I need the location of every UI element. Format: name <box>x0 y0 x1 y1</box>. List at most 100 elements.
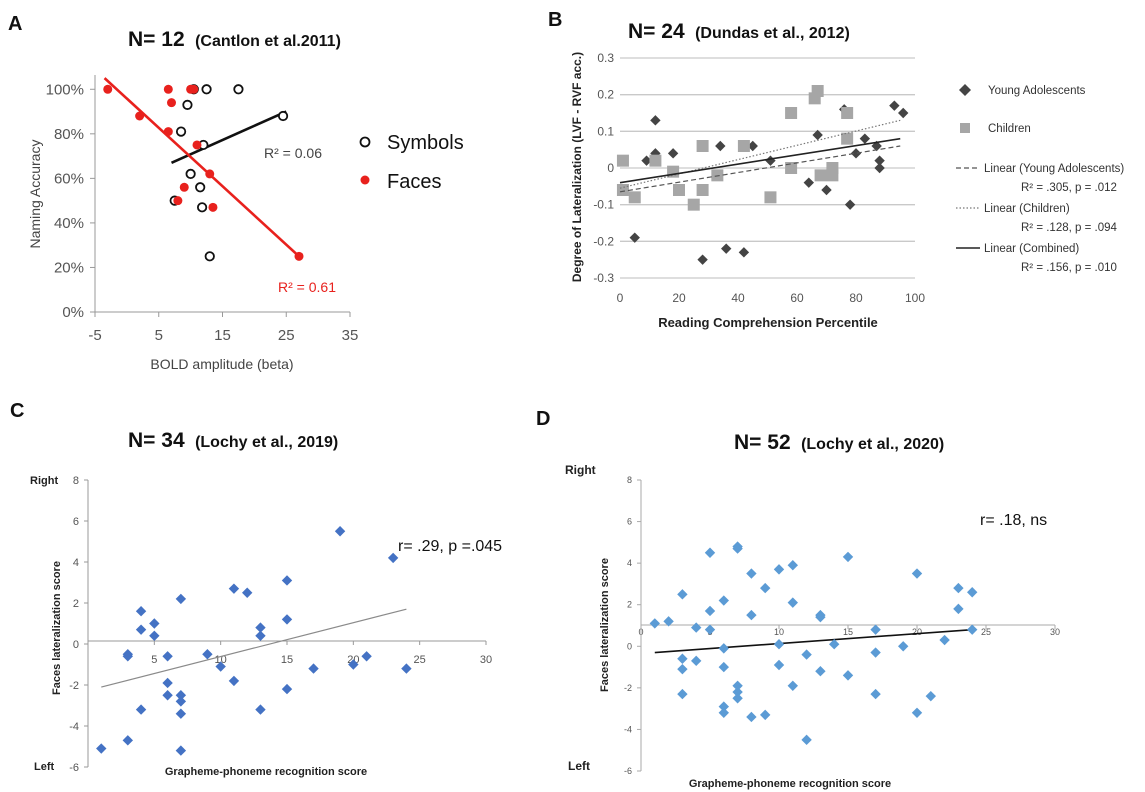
x-tick-label: 30 <box>480 654 492 666</box>
children-point <box>785 107 798 119</box>
linear-combined-trendline <box>619 137 901 184</box>
panel-a-title-cite: (Cantlon et al.2011) <box>195 33 341 50</box>
children-point <box>673 184 685 196</box>
panel-d-point <box>704 605 716 617</box>
panel-c-point <box>162 677 173 689</box>
children-point <box>696 140 709 152</box>
panel-c-point <box>281 575 293 586</box>
symbols-trendline <box>170 110 287 164</box>
y-tick-label: 6 <box>627 517 632 527</box>
young-adolescent-point <box>844 199 856 210</box>
panel-d-trendline <box>654 628 973 654</box>
panel-c-point <box>334 526 346 537</box>
symbols-point <box>197 202 208 213</box>
y-tick-label: -0.1 <box>593 198 614 212</box>
children-point <box>841 132 854 145</box>
panel-c-point <box>175 690 187 701</box>
panel-d-point <box>704 624 716 635</box>
legend-young-adolescents-marker <box>959 84 971 96</box>
children-point <box>764 191 777 204</box>
panel-d-right-label: Right <box>565 463 596 477</box>
children-point <box>811 85 824 97</box>
panel-c-ylabel: Faces lateralization score <box>51 561 63 695</box>
y-tick-label: 4 <box>73 557 79 569</box>
y-tick-label: 60% <box>54 170 84 187</box>
faces-point <box>103 84 113 94</box>
x-tick-label: 100 <box>905 291 925 305</box>
y-tick-label: 0.1 <box>597 124 614 138</box>
children-point <box>737 140 750 152</box>
legend-linear-young-label: Linear (Young Adolescents) <box>984 163 1124 175</box>
panel-b-title-n: N= 24 <box>628 20 685 43</box>
panel-d-point <box>939 634 950 646</box>
panel-c-point <box>122 735 133 746</box>
legend-linear-young-stats: R² = .305, p = .012 <box>1021 182 1117 194</box>
panel-d-point <box>829 639 840 650</box>
x-tick-label: 15 <box>281 654 293 666</box>
young-adolescent-point <box>859 133 871 144</box>
y-tick-label: 0 <box>73 639 79 651</box>
panel-d-point <box>842 670 854 681</box>
faces-point <box>173 196 183 206</box>
children-point <box>616 154 629 167</box>
x-tick-label: -5 <box>88 327 101 344</box>
panel-c-point <box>149 630 160 641</box>
y-tick-label: -4 <box>624 724 632 734</box>
panel-d-point <box>911 707 923 718</box>
panel-d-stat: r= .18, ns <box>980 512 1047 529</box>
panel-c-left-label: Left <box>34 761 55 773</box>
x-tick-label: 20 <box>672 291 686 305</box>
legend-faces-label: Faces <box>387 171 441 193</box>
y-tick-label: -0.3 <box>593 271 614 285</box>
faces-point <box>189 84 199 94</box>
young-adolescent-point <box>898 107 909 119</box>
y-tick-label: 2 <box>627 600 632 610</box>
young-adolescent-point <box>738 247 750 258</box>
panel-a-ylabel: Naming Accuracy <box>27 140 43 249</box>
legend-children-marker <box>960 123 970 133</box>
young-adolescent-point <box>821 184 832 196</box>
panel-a-symbols-r2: R² = 0.06 <box>264 145 322 161</box>
symbols-point <box>277 110 289 122</box>
faces-point <box>163 127 173 137</box>
panel-b-ylabel: Degree of Lateralization (LVF - RVF acc.… <box>570 52 584 282</box>
panel-b-chart: B N= 24 (Dundas et al., 2012) -0.3 -0.2 -0… <box>548 9 1124 330</box>
x-tick-label: 5 <box>151 654 157 666</box>
panel-d-point <box>953 603 964 615</box>
panel-b-title-cite: (Dundas et al., 2012) <box>695 25 850 42</box>
panel-c-point <box>228 583 240 594</box>
young-adolescent-point <box>721 243 732 254</box>
panel-label-c: C <box>10 400 24 422</box>
panel-a-faces-r2: R² = 0.61 <box>278 279 336 295</box>
panel-d-point <box>967 624 978 635</box>
panel-d-point <box>870 688 881 700</box>
panel-b-xlabel: Reading Comprehension Percentile <box>658 315 878 330</box>
panel-a-title: N= 12 (Cantlon et al.2011) <box>128 28 341 51</box>
panel-c-point <box>175 745 187 756</box>
children-point <box>814 169 827 182</box>
panel-d-point <box>773 564 785 575</box>
y-tick-label: 6 <box>73 516 79 528</box>
legend-linear-combined-stats: R² = .156, p = .010 <box>1021 262 1117 274</box>
y-tick-label: 2 <box>73 598 79 610</box>
panel-c-point <box>162 651 173 662</box>
panel-d-point <box>787 680 798 691</box>
young-adolescent-point <box>803 177 814 188</box>
children-point <box>826 169 839 182</box>
panel-c-title: N= 34 (Lochy et al., 2019) <box>128 429 338 452</box>
panel-a-legend: Symbols Faces <box>359 132 464 193</box>
faces-point <box>192 140 202 150</box>
panel-c-title-cite: (Lochy et al., 2019) <box>195 434 338 451</box>
faces-point <box>179 182 189 192</box>
children-point <box>687 198 700 211</box>
x-tick-label: 60 <box>790 291 804 305</box>
panel-d-point <box>746 568 757 579</box>
young-adolescent-point <box>874 155 885 166</box>
panel-d-point <box>787 560 798 571</box>
panel-label-b: B <box>548 9 562 31</box>
children-point <box>841 107 854 119</box>
panel-d-point <box>911 568 923 579</box>
panel-c-point <box>308 663 319 674</box>
x-tick-label: 80 <box>849 291 863 305</box>
panel-d-point <box>732 680 743 691</box>
